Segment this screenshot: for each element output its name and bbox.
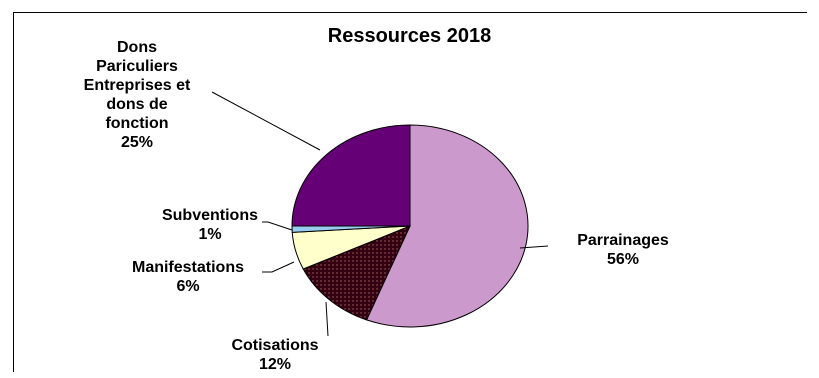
pie-slice-dons xyxy=(291,124,411,227)
leader-line-subventions xyxy=(262,221,293,231)
label-parrainages: Parrainages 56% xyxy=(577,232,669,268)
label-cotisations: Cotisations 12% xyxy=(231,337,319,373)
chart-frame xyxy=(13,12,807,372)
leader-line-manifestations xyxy=(262,261,295,273)
leader-line-cotisations xyxy=(325,301,329,337)
pie-slice-cotisations xyxy=(302,225,411,321)
pie-slice-parrainages xyxy=(365,124,529,328)
leader-line-dons xyxy=(211,91,321,151)
label-subventions: Subventions 1% xyxy=(161,207,258,243)
label-dons: Dons Pariculiers Entreprises et dons de … xyxy=(83,39,191,151)
label-manifestations: Manifestations 6% xyxy=(131,259,244,295)
leader-line-parrainages xyxy=(519,245,549,249)
chart-title: Ressources 2018 xyxy=(327,25,492,47)
